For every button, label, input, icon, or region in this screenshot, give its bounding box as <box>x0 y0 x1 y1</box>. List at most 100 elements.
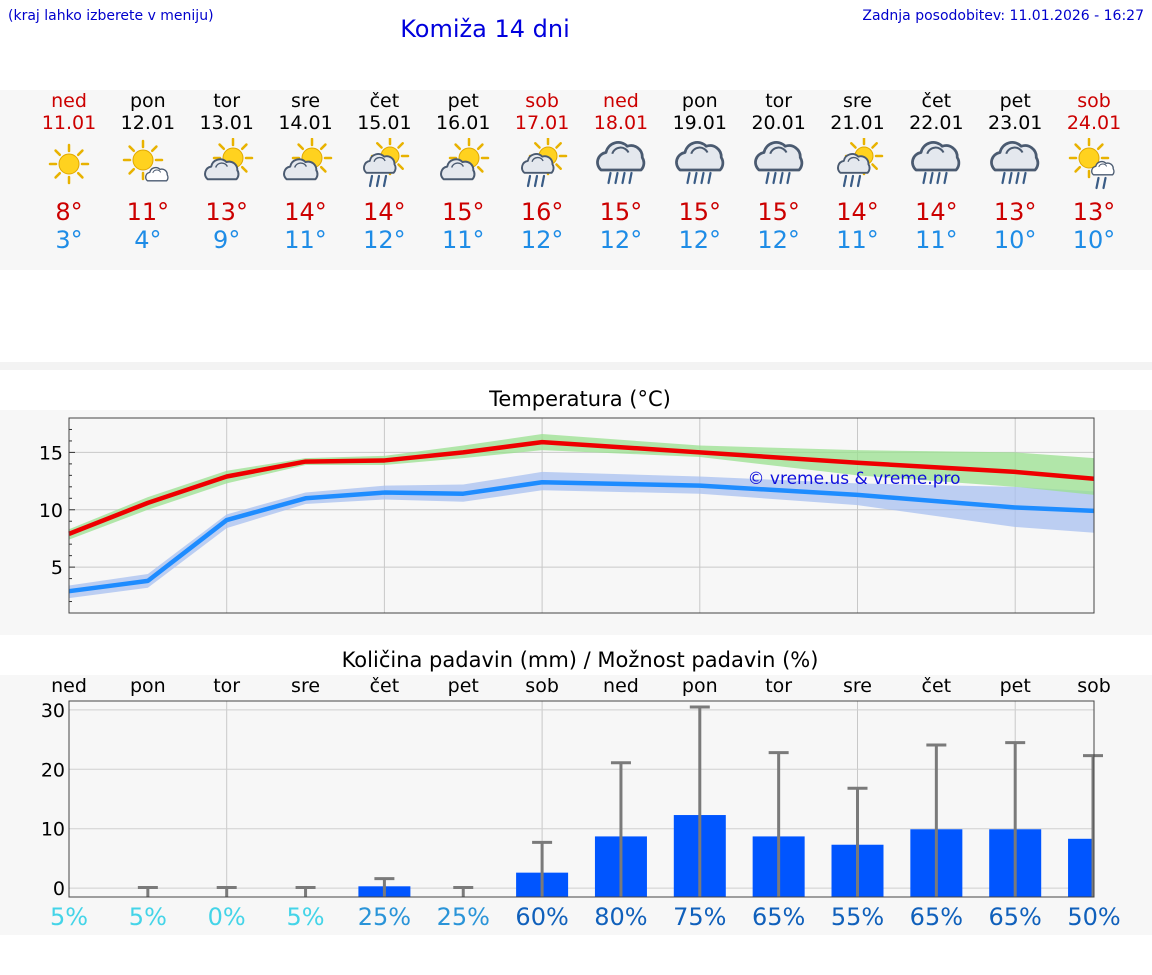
precipitation-plot-frame <box>68 700 1095 898</box>
min-temperature: 11° <box>284 226 327 254</box>
day-date: 11.01 <box>41 112 97 134</box>
precipitation-day-label: sob <box>525 675 559 697</box>
min-temperature: 12° <box>678 226 722 254</box>
sun-cloud-rain-icon <box>521 138 568 188</box>
precipitation-day-label: tor <box>213 675 241 697</box>
sun-shape <box>122 139 164 181</box>
rain-shape <box>765 171 791 185</box>
day-name: ned <box>51 90 87 112</box>
day-date: 23.01 <box>987 112 1043 134</box>
cloud-shape <box>596 141 646 172</box>
rain-shape <box>842 174 861 188</box>
precipitation-day-label: sre <box>843 675 872 697</box>
min-temperature: 10° <box>1072 226 1116 254</box>
forecast-day: pet 16.01 15° 11° <box>423 90 503 270</box>
precipitation-probability: 65% <box>988 903 1042 931</box>
day-date: 22.01 <box>909 112 964 134</box>
precipitation-probability: 80% <box>594 903 648 931</box>
forecast-day: pon 12.01 11° 4° <box>108 90 188 270</box>
precipitation-day-label: pet <box>999 675 1031 697</box>
cloud-shape <box>1091 160 1115 176</box>
cloud-rain-icon <box>596 141 646 185</box>
min-temperature: 12° <box>599 226 643 254</box>
max-temperature: 14° <box>915 198 958 226</box>
max-temperature: 13° <box>993 198 1037 226</box>
day-name: čet <box>921 90 952 112</box>
forecast-day: pon 19.01 15° 12° <box>660 90 740 270</box>
precipitation-chart: 0 10 20 30 <box>41 700 1103 900</box>
forecast-day: pet 23.01 13° 10° <box>975 90 1055 270</box>
max-temperature: 15° <box>678 198 722 226</box>
rain-shape <box>1095 176 1107 190</box>
min-temperature: 11° <box>915 226 958 254</box>
cloud-shape <box>753 141 803 172</box>
max-temperature: 14° <box>836 198 879 226</box>
y-tick-label: 20 <box>41 759 65 781</box>
day-date: 15.01 <box>357 112 412 134</box>
precipitation-probability: 5% <box>49 903 89 931</box>
y-tick-label: 30 <box>41 700 65 722</box>
forecast-day: tor 20.01 15° 12° <box>739 90 819 270</box>
min-temperature: 11° <box>836 226 879 254</box>
sun-cloud-rain-icon <box>836 138 883 188</box>
precipitation-probability: 25% <box>436 903 490 931</box>
cloud-rain-icon <box>674 141 725 185</box>
rain-shape <box>1001 171 1027 185</box>
min-temperature-line <box>68 479 1095 594</box>
day-name: pon <box>129 90 166 112</box>
day-name: tor <box>213 90 241 112</box>
max-temperature: 14° <box>284 198 327 226</box>
cloud-rain-icon <box>753 141 803 185</box>
cloud-shape <box>911 141 961 172</box>
day-name: sre <box>291 90 321 112</box>
forecast-day: sob 17.01 16° 12° <box>502 90 582 270</box>
sun-cloud-rain-icon <box>363 138 410 188</box>
min-temperature: 11° <box>441 226 485 254</box>
min-temperature-range-band <box>69 471 1095 599</box>
sun-small-cloud-rain-icon <box>1068 138 1115 190</box>
cloud-shape <box>282 158 319 181</box>
precipitation-chart-title: Količina padavin (mm) / Možnost padavin … <box>341 648 819 672</box>
cloud-rain-icon <box>911 141 961 185</box>
section-divider <box>0 362 1152 370</box>
rain-shape <box>607 171 633 185</box>
precipitation-probability: 0% <box>207 903 246 931</box>
max-temperature: 15° <box>599 198 643 226</box>
precipitation-day-label: pon <box>681 675 718 697</box>
precipitation-day-label: sre <box>291 675 321 697</box>
forecast-day: tor 13.01 13° 9° <box>187 90 267 270</box>
max-temperature: 15° <box>757 198 800 226</box>
precipitation-day-label: sob <box>1077 675 1111 697</box>
y-tick-label: 0 <box>53 878 65 900</box>
precipitation-probability: 65% <box>751 903 806 931</box>
rain-shape <box>922 171 948 185</box>
precipitation-day-label: tor <box>765 675 793 697</box>
precipitation-probability: 60% <box>515 903 569 931</box>
day-date: 21.01 <box>830 112 885 134</box>
forecast-day: sre 14.01 14° 11° <box>266 90 346 270</box>
day-date: 12.01 <box>120 112 176 134</box>
min-temperature: 3° <box>55 226 83 254</box>
max-temperature: 15° <box>441 198 485 226</box>
min-temperature: 12° <box>363 226 406 254</box>
forecast-day: ned 11.01 8° 3° <box>29 90 109 270</box>
day-name: pon <box>681 90 718 112</box>
precipitation-day-label: čet <box>921 675 952 697</box>
sun-cloud-icon <box>282 138 332 181</box>
rain-shape <box>686 171 712 185</box>
day-name: sob <box>1077 90 1111 112</box>
forecast-strip: ned 11.01 8° 3° pon 12.01 11° 4° tor 13.01 13° 9° sr… <box>0 90 1152 270</box>
precipitation-probability: 50% <box>1067 903 1121 931</box>
sun-icon <box>48 143 90 185</box>
sun-cloud-icon <box>203 138 253 181</box>
rain-shape <box>369 174 388 188</box>
cloud-shape <box>674 141 725 172</box>
precipitation-day-label: ned <box>51 675 87 697</box>
temperature-plot-frame <box>68 417 1095 614</box>
max-temperature: 13° <box>1072 198 1116 226</box>
day-name: sob <box>525 90 559 112</box>
max-temperature-line <box>68 439 1095 536</box>
precipitation-probability: 75% <box>673 903 727 931</box>
max-temperature: 16° <box>520 198 564 226</box>
